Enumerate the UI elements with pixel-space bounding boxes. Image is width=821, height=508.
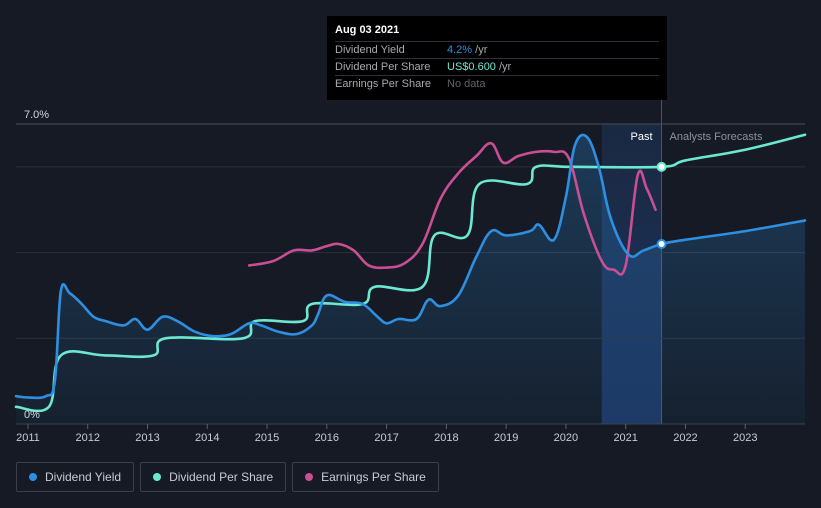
x-tick-label: 2015 [255,432,279,444]
chart-legend: Dividend Yield Dividend Per Share Earnin… [16,462,439,492]
legend-dot-icon [305,473,314,481]
tooltip-unit: /yr [472,44,488,56]
tooltip-date: Aug 03 2021 [335,24,400,36]
region-label-forecast: Analysts Forecasts [670,131,763,143]
tooltip-unit: /yr [495,61,512,73]
x-tick-label: 2016 [315,432,339,444]
tooltip-row-earnings-per-share: Earnings Per Share No data [335,75,659,92]
tooltip-label: Earnings Per Share [335,78,431,90]
dividend-yield-area [16,134,805,425]
x-tick-label: 2022 [673,432,697,444]
legend-dot-icon [153,473,162,481]
earnings-per-share-line [247,141,657,276]
dividend-yield-line [14,133,807,400]
legend-dividend-per-share[interactable]: Dividend Per Share [140,462,287,492]
tooltip-row-dividend-yield: Dividend Yield 4.2% /yr [335,41,659,58]
legend-earnings-per-share[interactable]: Earnings Per Share [292,462,439,492]
y-tick-label: 7.0% [24,109,49,121]
x-tick-label: 2017 [374,432,398,444]
tooltip-label: Dividend Per Share [335,61,431,73]
tooltip-value: US$0.600 [447,61,496,73]
x-tick-label: 2021 [613,432,637,444]
region-label-past: Past [631,131,653,143]
tooltip-value: No data [447,78,486,90]
dividend-per-share-marker [656,161,667,172]
x-tick-label: 2018 [434,432,458,444]
chart-tooltip: Aug 03 2021 Dividend Yield 4.2% /yr Divi… [327,16,667,100]
y-tick-label: 0% [24,409,40,421]
x-tick-label: 2014 [195,432,219,444]
dividend-yield-marker [656,239,667,249]
x-tick-label: 2020 [554,432,578,444]
legend-dividend-yield[interactable]: Dividend Yield [16,462,135,492]
x-tick-label: 2013 [135,432,159,444]
legend-label: Dividend Yield [45,470,122,484]
tooltip-row-dividend-per-share: Dividend Per Share US$0.600 /yr [335,58,659,75]
dividend-per-share-line [14,133,807,413]
legend-label: Earnings Per Share [321,470,426,484]
x-tick-label: 2023 [733,432,757,444]
legend-label: Dividend Per Share [169,470,274,484]
x-tick-label: 2019 [494,432,518,444]
x-tick-label: 2012 [75,432,99,444]
tooltip-label: Dividend Yield [335,44,405,56]
tooltip-value: 4.2% [447,44,473,56]
legend-dot-icon [29,473,37,481]
x-tick-label: 2011 [16,432,40,444]
